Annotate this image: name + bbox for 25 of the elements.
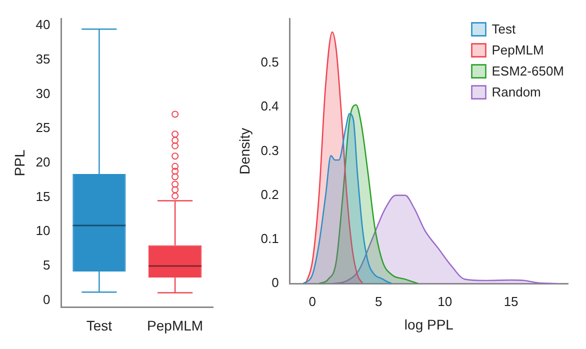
x-tick-label: 0 (308, 294, 316, 309)
x-tick-label: 5 (374, 294, 382, 309)
y-tick-label: 0.4 (260, 98, 279, 114)
y-tick-label: 35 (36, 52, 50, 67)
legend-label: Test (492, 21, 516, 36)
y-tick-label: 0.1 (260, 231, 279, 246)
y-tick-label: 20 (36, 154, 50, 170)
legend-label: PepMLM (492, 42, 544, 58)
y-tick-label: 40 (36, 17, 50, 32)
y-tick-label: 0.5 (260, 54, 279, 70)
y-tick-label: 15 (36, 188, 50, 204)
x-axis-title: log PPL (404, 316, 454, 332)
y-tick-label: 5 (43, 258, 50, 273)
y-tick-label: 0 (272, 275, 279, 290)
y-axis-title: Density (236, 128, 252, 175)
y-tick-label: 0.3 (260, 142, 279, 158)
y-tick-label: 30 (36, 86, 50, 101)
y-tick-label: 0.2 (260, 186, 279, 202)
legend-label: Random (492, 84, 541, 100)
x-tick-label: 10 (438, 294, 452, 309)
x-tick-label: 15 (504, 294, 518, 309)
legend-label: ESM2-650M (492, 63, 564, 78)
y-tick-label: 10 (36, 223, 50, 238)
y-axis-title: PPL (11, 150, 28, 176)
y-tick-label: 25 (36, 120, 50, 136)
